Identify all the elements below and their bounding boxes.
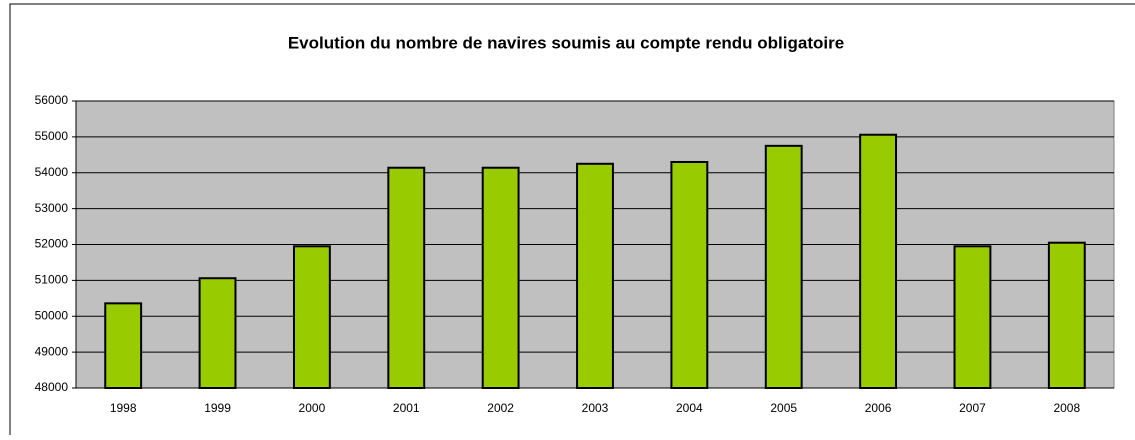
x-tick-label: 2002 bbox=[487, 401, 514, 415]
x-tick-label: 2003 bbox=[582, 401, 609, 415]
bar bbox=[104, 302, 143, 389]
chart-title: Evolution du nombre de navires soumis au… bbox=[288, 33, 844, 52]
x-tick-label: 2000 bbox=[299, 401, 326, 415]
x-tick-label: 2007 bbox=[959, 401, 986, 415]
y-tick-label: 53000 bbox=[35, 201, 69, 215]
y-tick-label: 48000 bbox=[35, 380, 69, 394]
bar bbox=[670, 160, 709, 389]
bar bbox=[387, 166, 426, 389]
y-tick-label: 50000 bbox=[35, 308, 69, 322]
bar bbox=[953, 245, 992, 389]
x-tick-label: 2008 bbox=[1053, 401, 1080, 415]
x-tick-label: 1999 bbox=[204, 401, 231, 415]
y-tick-label: 49000 bbox=[35, 344, 69, 358]
bar bbox=[859, 133, 898, 389]
x-tick-label: 2001 bbox=[393, 401, 420, 415]
y-tick-label: 51000 bbox=[35, 273, 69, 287]
x-tick-label: 1998 bbox=[110, 401, 137, 415]
x-tick-label: 2004 bbox=[676, 401, 703, 415]
bar bbox=[576, 162, 614, 389]
bar bbox=[292, 245, 331, 389]
y-tick-label: 54000 bbox=[35, 165, 69, 179]
y-tick-label: 52000 bbox=[35, 237, 69, 251]
x-tick-label: 2005 bbox=[770, 401, 797, 415]
y-tick-label: 55000 bbox=[35, 129, 69, 143]
bar bbox=[1047, 241, 1086, 389]
bar bbox=[481, 166, 520, 389]
bar bbox=[764, 144, 803, 389]
x-tick-label: 2006 bbox=[865, 401, 892, 415]
y-tick-label: 56000 bbox=[35, 93, 69, 107]
bar bbox=[198, 277, 237, 389]
